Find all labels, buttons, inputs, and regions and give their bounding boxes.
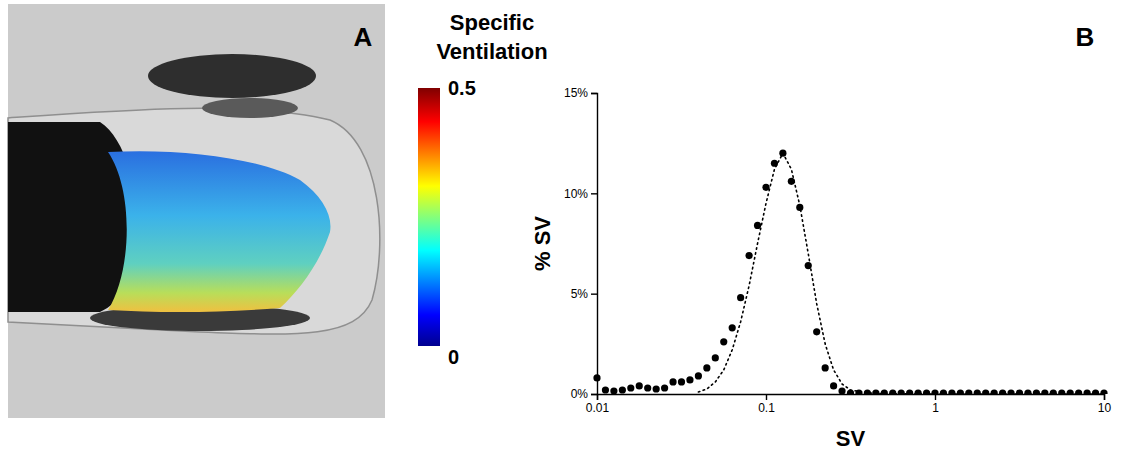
tick-label: 10%: [564, 187, 588, 201]
plot-panel: 0.01 0.1 1 10 0% 5% 10% 15% SV % SV B: [530, 22, 1111, 451]
tick-mark: [591, 394, 597, 395]
tick-label: 0.01: [586, 401, 610, 415]
data-point: [762, 184, 769, 191]
tick-label: 10: [1098, 401, 1112, 415]
data-point: [636, 382, 643, 389]
data-point: [602, 386, 609, 393]
colorbar-tick-label: 0.5: [448, 77, 476, 99]
data-point: [644, 384, 651, 391]
tick: 15%: [564, 86, 597, 100]
tick: 0%: [571, 387, 597, 401]
data-point: [610, 387, 617, 394]
data-point: [737, 294, 744, 301]
axis-line: [591, 94, 598, 395]
data-point: [703, 364, 710, 371]
tick-label: 0%: [571, 387, 589, 401]
x-axis-title: SV: [836, 426, 866, 451]
data-point: [745, 252, 752, 259]
y-axis: 0% 5% 10% 15%: [564, 86, 598, 401]
tick-label: 0.1: [758, 401, 775, 415]
heart-region: [8, 122, 138, 312]
tick-mark: [935, 394, 936, 400]
tick: 0.1: [758, 394, 775, 415]
tick: 10: [1098, 394, 1112, 415]
lung-map: [108, 151, 330, 312]
tick-mark: [766, 394, 767, 400]
tick-mark: [1104, 394, 1105, 400]
data-point: [661, 384, 668, 391]
colorbar-title: SpecificVentilation: [436, 10, 547, 64]
data-point: [627, 384, 634, 391]
data-point: [813, 328, 820, 335]
data-point: [729, 324, 736, 331]
data-point: [619, 386, 626, 393]
data-point: [669, 378, 676, 385]
data-point: [948, 389, 955, 394]
tick: 0.01: [586, 394, 610, 415]
data-point: [653, 385, 660, 392]
marks: [593, 150, 1107, 394]
data-point: [838, 387, 845, 394]
image-panel: A 0 0.5 SpecificVentilation: [8, 4, 548, 418]
data-point: [695, 372, 702, 379]
tick: 1: [932, 394, 939, 415]
panel-label: A: [354, 22, 373, 52]
dark-structure: [148, 54, 316, 98]
tick-mark: [591, 293, 597, 294]
fit-line: [698, 153, 1104, 394]
data-point: [822, 364, 829, 371]
tick-label: 5%: [571, 287, 589, 301]
tick: 5%: [571, 287, 597, 301]
panel-label: B: [1076, 22, 1095, 52]
axis-line: [598, 395, 1105, 401]
figure: A 0 0.5 SpecificVentilation 0.01 0.1 1 10 0% 5% 10…: [0, 0, 1125, 459]
data-point: [686, 376, 693, 383]
tick-label: 15%: [564, 86, 588, 100]
colorbar: [418, 88, 440, 346]
data-point: [678, 378, 685, 385]
data-point: [712, 354, 719, 361]
tick-label: 1: [932, 401, 939, 415]
y-axis-title: % SV: [530, 216, 555, 271]
dark-structure: [202, 98, 298, 118]
body-outline: [8, 108, 380, 334]
tick-mark: [591, 193, 597, 194]
data-point: [720, 338, 727, 345]
data-point: [830, 382, 837, 389]
image-background: [8, 4, 385, 418]
x-axis: 0.01 0.1 1 10: [586, 394, 1112, 415]
tick-mark: [591, 93, 597, 94]
colorbar-tick-label: 0: [448, 346, 459, 368]
tick: 10%: [564, 187, 597, 201]
